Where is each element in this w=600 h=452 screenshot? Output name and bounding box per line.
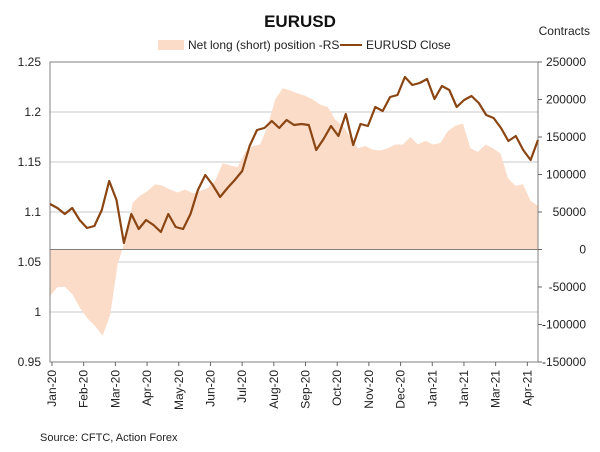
x-tick-label: Jul-20 (235, 370, 249, 403)
x-tick-label: May-20 (172, 370, 186, 410)
x-tick-label: Oct-20 (330, 370, 344, 406)
net-position-area-layer (50, 88, 538, 336)
right-tick-label: -100000 (542, 318, 586, 332)
left-tick-label: 1 (34, 305, 41, 319)
x-tick-label: Apr-21 (520, 370, 534, 406)
left-tick-label: 1.1 (24, 205, 41, 219)
x-tick-label: Jan-20 (45, 370, 59, 407)
left-tick-label: 1.25 (18, 55, 42, 69)
x-tick-label: Mar-20 (108, 370, 122, 408)
x-tick-label: Jan-21 (425, 370, 439, 407)
legend: Net long (short) position -RS EURUSD Clo… (158, 38, 451, 52)
chart-title: EURUSD (264, 12, 336, 31)
x-tick-label: Apr-20 (140, 370, 154, 406)
right-tick-label: 100000 (546, 168, 586, 182)
legend-label-eurusd: EURUSD Close (366, 38, 451, 52)
x-tick-label: Aug-20 (267, 370, 281, 409)
left-tick-label: 1.15 (18, 155, 42, 169)
eurusd-close-line (49, 75, 540, 245)
left-tick-label: 0.95 (18, 355, 42, 369)
source-note: Source: CFTC, Action Forex (40, 432, 178, 444)
x-tick-label: Jan-21 (457, 370, 471, 407)
right-axis-label: Contracts (539, 24, 590, 38)
right-tick-label: 50000 (553, 205, 587, 219)
x-tick-label: Jun-20 (203, 370, 217, 407)
left-tick-label: 1.2 (24, 105, 41, 119)
x-tick-label: Feb-20 (77, 370, 91, 408)
eurusd-line-layer (49, 75, 540, 245)
x-tick-label: Dec-20 (394, 370, 408, 409)
left-axis-ticks: 1.25 1.2 1.15 1.1 1.05 1 0.95 (18, 55, 42, 369)
right-axis-ticks: 250000 200000 150000 100000 50000 0 -50000 -100… (538, 55, 586, 369)
net-position-area (50, 88, 538, 336)
left-tick-label: 1.05 (18, 255, 42, 269)
right-tick-label: -50000 (549, 280, 587, 294)
right-tick-label: 200000 (546, 93, 586, 107)
x-axis-ticks: Jan-20 Feb-20 Mar-20 Apr-20 May-20 Jun-20 Jul-… (45, 362, 534, 410)
right-tick-label: 250000 (546, 55, 586, 69)
x-tick-label: Sep-20 (299, 370, 313, 409)
x-tick-label: Mar-21 (489, 370, 503, 408)
right-tick-label: 150000 (546, 130, 586, 144)
right-tick-label: 0 (579, 243, 586, 257)
legend-label-net-position: Net long (short) position -RS (188, 38, 339, 52)
x-tick-label: Nov-20 (362, 370, 376, 409)
right-tick-label: -150000 (542, 355, 586, 369)
legend-swatch-net-position (158, 40, 184, 50)
